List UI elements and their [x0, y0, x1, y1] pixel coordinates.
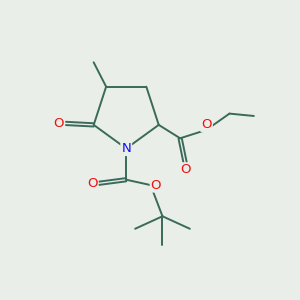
Text: O: O	[87, 177, 98, 190]
Text: O: O	[180, 163, 191, 176]
Text: O: O	[54, 117, 64, 130]
Text: N: N	[121, 142, 131, 155]
Text: O: O	[201, 118, 212, 131]
Text: O: O	[151, 178, 161, 192]
